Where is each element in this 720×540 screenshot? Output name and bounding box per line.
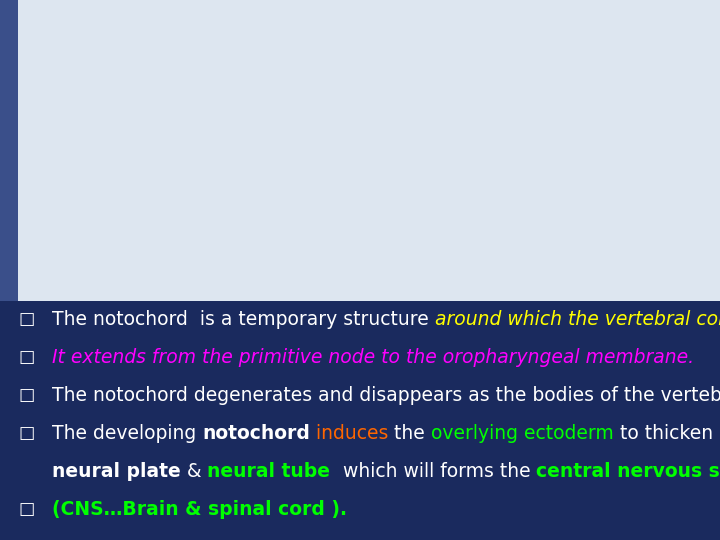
Text: The developing: The developing [52,424,202,443]
Text: central nervous system: central nervous system [536,462,720,481]
Text: neural tube: neural tube [207,462,337,481]
Text: □: □ [18,500,35,518]
Text: The notochord degenerates and disappears as the bodies of the vertebrae form, bu: The notochord degenerates and disappears… [52,386,720,405]
Text: which will forms the: which will forms the [337,462,536,481]
Text: It extends from the primitive node to the oropharyngeal membrane.: It extends from the primitive node to th… [52,348,694,367]
Text: The notochord  is a temporary structure: The notochord is a temporary structure [52,310,435,329]
Text: notochord: notochord [202,424,310,443]
Text: □: □ [18,310,35,328]
Text: &: & [181,462,207,481]
Text: neural plate: neural plate [52,462,181,481]
Text: □: □ [18,348,35,366]
Text: induces: induces [310,424,389,443]
Bar [0,0,720,301]
Text: around which the vertebral column forms.: around which the vertebral column forms. [435,310,720,329]
Text: overlying ectoderm: overlying ectoderm [431,424,614,443]
Bar [0,0,18,301]
Text: (CNS…Brain & spinal cord ).: (CNS…Brain & spinal cord ). [52,500,347,519]
Text: □: □ [18,386,35,404]
Text: the: the [389,424,431,443]
Text: □: □ [18,424,35,442]
Text: to thicken &form the: to thicken &form the [614,424,720,443]
